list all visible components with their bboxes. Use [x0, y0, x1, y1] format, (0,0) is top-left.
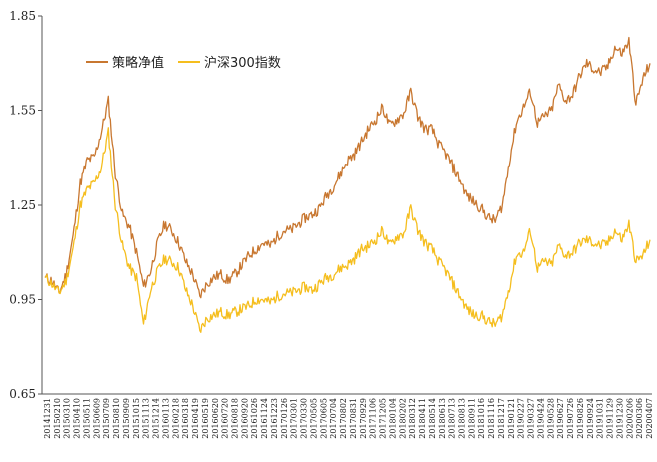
x-tick-label: 20150410 — [73, 398, 82, 439]
x-tick-label: 20160318 — [181, 398, 190, 439]
x-tick-label: 20160620 — [211, 398, 220, 439]
x-tick-label: 20191031 — [596, 398, 605, 439]
x-tick-label: 20180911 — [467, 398, 476, 439]
x-tick-label: 20160818 — [231, 398, 240, 439]
x-tick-label: 20190121 — [507, 398, 516, 439]
x-tick-label: 20160113 — [161, 398, 170, 439]
x-tick-label: 20141231 — [43, 398, 52, 439]
x-tick-label: 20190327 — [527, 398, 536, 439]
x-tick-label: 20190826 — [576, 398, 585, 439]
x-tick-label: 20161223 — [270, 398, 279, 439]
x-tick-label: 20181016 — [477, 398, 486, 439]
series-line-1 — [44, 127, 651, 333]
x-tick-label: 20180411 — [418, 398, 427, 439]
x-tick-label: 20180613 — [438, 398, 447, 439]
x-tick-label: 20150310 — [63, 398, 72, 439]
x-tick-label: 20200206 — [625, 398, 634, 439]
x-tick-label: 20200407 — [645, 398, 654, 439]
x-tick-label: 20180202 — [398, 398, 407, 439]
x-tick-label: 20160519 — [201, 398, 210, 439]
x-tick-label: 20150709 — [102, 398, 111, 439]
x-tick-label: 20190726 — [566, 398, 575, 439]
series-layer — [44, 36, 651, 333]
x-tick-label: 20190424 — [536, 398, 545, 439]
y-tick-label: 1.55 — [9, 104, 36, 118]
x-tick-label: 20160218 — [171, 398, 180, 439]
x-tick-label: 20150909 — [122, 398, 131, 439]
x-tick-label: 20180713 — [448, 398, 457, 439]
x-tick-label: 20190627 — [556, 398, 565, 439]
x-tick-label: 20150511 — [83, 398, 92, 439]
x-tick-label: 20150810 — [112, 398, 121, 439]
x-tick-label: 20170605 — [319, 398, 328, 439]
x-tick-label: 20180813 — [458, 398, 467, 439]
y-tick-label: 1.85 — [9, 9, 36, 23]
x-tick-label: 20160920 — [240, 398, 249, 439]
x-tick-label: 20170704 — [329, 398, 338, 439]
x-tick-label: 20170802 — [339, 398, 348, 439]
x-tick-label: 20170505 — [310, 398, 319, 439]
x-tick-label: 20170126 — [280, 398, 289, 439]
x-tick-label: 20180312 — [408, 398, 417, 439]
x-tick-label: 20190528 — [546, 398, 555, 439]
x-tick-label: 20170330 — [300, 398, 309, 439]
x-tick-label: 20180514 — [428, 398, 437, 439]
x-tick-label: 20180104 — [388, 398, 397, 439]
y-tick-label: 0.95 — [9, 293, 36, 307]
x-tick-label: 20190227 — [517, 398, 526, 439]
x-tick-label: 20151015 — [132, 398, 141, 439]
x-tick-label: 20171106 — [369, 398, 378, 439]
x-tick-label: 20191129 — [606, 398, 615, 439]
x-tick-label: 20161124 — [260, 398, 269, 439]
x-tick-label: 20160419 — [191, 398, 200, 439]
x-tick-label: 20171205 — [379, 398, 388, 439]
x-tick-label: 20160720 — [221, 398, 230, 439]
y-tick-label: 0.65 — [9, 387, 36, 401]
x-tick-label: 20170929 — [359, 398, 368, 439]
x-tick-label: 20181116 — [487, 398, 496, 439]
x-tick-label: 20151113 — [142, 398, 151, 439]
x-tick-label: 20161026 — [250, 398, 259, 439]
y-axis: 0.65 0.95 1.25 1.55 1.85 — [9, 9, 43, 401]
x-tick-label: 20170301 — [290, 398, 299, 439]
x-tick-label: 20170831 — [349, 398, 358, 439]
x-tick-label: 20200306 — [635, 398, 644, 439]
series-line-0 — [44, 36, 651, 299]
y-tick-label: 1.25 — [9, 198, 36, 212]
x-axis: 20141231 20150210 20150310 20150410 20150511… — [42, 393, 654, 439]
legend-label: 策略净值 — [112, 55, 164, 71]
x-tick-label: 20191230 — [615, 398, 624, 439]
x-tick-label: 20181217 — [497, 398, 506, 439]
x-tick-label: 20150609 — [92, 398, 101, 439]
x-tick-label: 20150210 — [53, 398, 62, 439]
legend: 策略净值 沪深300指数 — [86, 55, 281, 71]
x-tick-label: 20190924 — [586, 398, 595, 439]
x-tick-label: 20151214 — [152, 398, 161, 439]
legend-label: 沪深300指数 — [204, 55, 281, 71]
